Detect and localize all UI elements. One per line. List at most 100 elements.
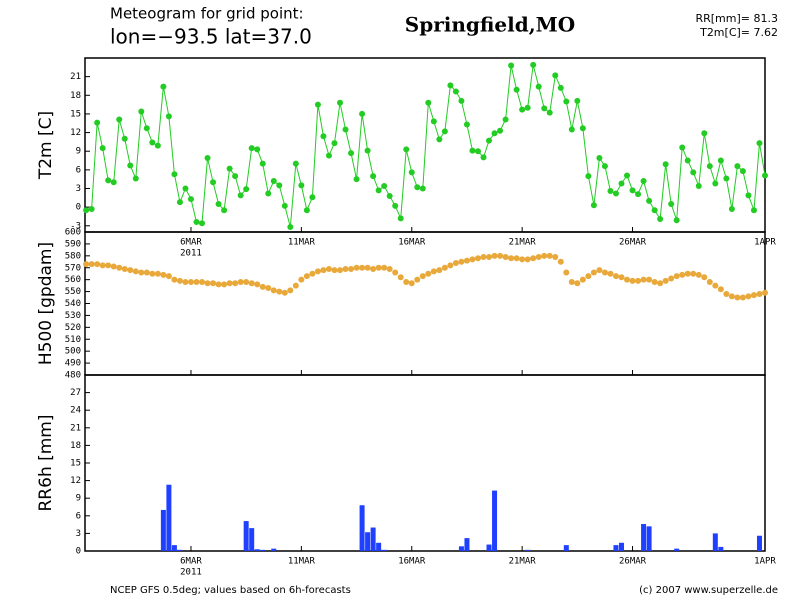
geopotential-point bbox=[474, 255, 481, 262]
geopotential-point bbox=[337, 267, 343, 274]
temperature-point bbox=[176, 199, 183, 206]
geopotential-point bbox=[635, 277, 642, 284]
geopotential-point bbox=[679, 271, 686, 278]
geopotential-point bbox=[701, 274, 708, 281]
geopotential-point bbox=[182, 279, 189, 286]
geopotential-point bbox=[309, 270, 316, 277]
temperature-point bbox=[519, 106, 526, 113]
geopotential-point bbox=[199, 279, 206, 286]
geopotential-point bbox=[662, 277, 669, 284]
temperature-point bbox=[629, 187, 636, 194]
y-tick-label: 540 bbox=[65, 299, 81, 309]
temperature-point bbox=[215, 201, 222, 208]
temperature-point bbox=[673, 217, 680, 224]
precip-bar bbox=[646, 526, 652, 551]
y-tick-label: 27 bbox=[70, 388, 81, 398]
y-tick-label: 560 bbox=[65, 275, 81, 285]
temperature-point bbox=[447, 82, 454, 89]
temperature-point bbox=[419, 185, 426, 192]
temperature-point bbox=[541, 105, 548, 112]
y-tick-label: 520 bbox=[65, 323, 81, 333]
geopotential-point bbox=[629, 277, 636, 284]
geopotential-point bbox=[138, 269, 145, 276]
geopotential-point bbox=[392, 269, 399, 276]
temperature-point bbox=[756, 140, 763, 147]
geopotential-point bbox=[585, 273, 592, 280]
rr-total: RR[mm]= 81.3 bbox=[695, 12, 778, 25]
geopotential-point bbox=[535, 254, 542, 261]
geopotential-point bbox=[254, 281, 261, 288]
geopotential-point bbox=[684, 270, 691, 277]
temperature-point bbox=[165, 113, 172, 120]
precip-bar bbox=[260, 549, 266, 551]
geopotential-point bbox=[728, 293, 735, 300]
precip-bar bbox=[641, 524, 647, 551]
geopotential-point bbox=[624, 276, 631, 283]
temperature-point bbox=[348, 150, 355, 157]
precip-bar bbox=[243, 521, 249, 551]
header-line1: Meteogram for grid point: bbox=[110, 5, 304, 23]
temperature-point bbox=[337, 99, 343, 106]
temperature-point bbox=[635, 191, 642, 198]
temperature-point bbox=[298, 182, 305, 189]
temperature-point bbox=[646, 197, 653, 204]
temperature-point bbox=[94, 119, 101, 126]
temperature-point bbox=[502, 116, 509, 123]
precip-bar bbox=[359, 505, 365, 551]
geopotential-point bbox=[403, 279, 410, 286]
geopotential-point bbox=[397, 274, 404, 281]
geopotential-point bbox=[419, 273, 426, 280]
geopotential-point bbox=[557, 258, 564, 265]
temperature-point bbox=[143, 125, 150, 132]
geopotential-point bbox=[259, 283, 266, 290]
temperature-point bbox=[254, 146, 261, 153]
geopotential-point bbox=[717, 286, 724, 293]
geopotential-point bbox=[640, 276, 647, 283]
footer-right: (c) 2007 www.superzelle.de bbox=[639, 585, 778, 596]
y-tick-label: 18 bbox=[70, 441, 81, 451]
geopotential-point bbox=[143, 269, 150, 276]
geopotential-point bbox=[375, 264, 382, 271]
precip-bar bbox=[271, 548, 277, 551]
geopotential-point bbox=[668, 275, 675, 282]
temperature-point bbox=[359, 110, 366, 117]
temperature-point bbox=[463, 121, 470, 128]
geopotential-point bbox=[480, 254, 487, 261]
geopotential-point bbox=[762, 289, 768, 296]
temperature-point bbox=[458, 97, 465, 104]
geopotential-point bbox=[579, 276, 586, 283]
geopotential-point bbox=[348, 265, 355, 272]
y-tick-label: 12 bbox=[70, 476, 81, 486]
temperature-point bbox=[221, 207, 228, 214]
temperature-point bbox=[552, 72, 559, 79]
y-tick-label: 530 bbox=[65, 311, 81, 321]
geopotential-point bbox=[364, 264, 371, 271]
geopotential-point bbox=[657, 280, 664, 287]
geopotential-point bbox=[99, 262, 106, 269]
x-tick-label: 26MAR bbox=[619, 238, 647, 248]
temperature-point bbox=[530, 61, 537, 68]
temperature-point bbox=[154, 142, 161, 149]
geopotential-point bbox=[88, 261, 95, 268]
temperature-point bbox=[243, 186, 250, 193]
geopotential-point bbox=[94, 261, 101, 268]
geopotential-point bbox=[325, 265, 332, 272]
temperature-point bbox=[574, 97, 581, 104]
precip-bar bbox=[166, 484, 172, 551]
geopotential-point bbox=[237, 279, 244, 286]
temperature-point bbox=[364, 147, 371, 154]
x-tick-label: 16MAR bbox=[398, 238, 426, 248]
precip-bar bbox=[712, 533, 718, 551]
temperature-point bbox=[568, 126, 575, 133]
temperature-point bbox=[276, 182, 283, 189]
temperature-point bbox=[640, 178, 647, 185]
geopotential-point bbox=[651, 279, 658, 286]
temperature-point bbox=[596, 155, 603, 162]
precip-bar bbox=[492, 490, 498, 551]
x-tick-label: 6MAR bbox=[180, 238, 202, 248]
y-tick-label: 3 bbox=[76, 529, 81, 539]
geopotential-point bbox=[607, 270, 614, 277]
y-tick-label: 490 bbox=[65, 359, 81, 369]
precip-bar bbox=[249, 528, 255, 551]
geopotential-point bbox=[486, 254, 493, 261]
